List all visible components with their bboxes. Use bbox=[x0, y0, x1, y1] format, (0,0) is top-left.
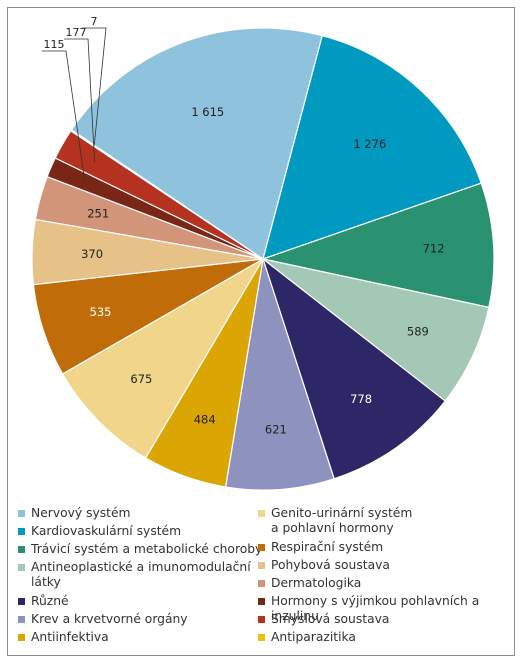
pie-value-label: 589 bbox=[407, 324, 429, 338]
legend-label: Genito-urinární systém a pohlavní hormon… bbox=[271, 506, 413, 535]
legend-swatch bbox=[18, 564, 25, 571]
legend-swatch bbox=[258, 580, 265, 587]
legend-label: Pohybová soustava bbox=[271, 558, 390, 572]
callout-line bbox=[42, 50, 86, 182]
legend-label: Dermatologika bbox=[271, 576, 362, 590]
legend-label: Antineoplastické a imunomodulační látky bbox=[31, 560, 251, 589]
pie-value-label: 370 bbox=[81, 247, 103, 261]
legend-label: Hormony s výjimkou pohlavních a inzulinu bbox=[271, 594, 480, 623]
legend-swatch bbox=[258, 598, 265, 605]
pie-value-labels: 1 615 1 276 712 589 778 621 484 675 535 370 251 bbox=[81, 105, 444, 437]
legend-swatch bbox=[18, 616, 25, 623]
legend-label: Nervový systém bbox=[31, 506, 131, 520]
pie-value-label: 1 615 bbox=[191, 105, 224, 119]
pie-slice bbox=[262, 258, 490, 402]
callout-line bbox=[82, 27, 107, 146]
pie-slice bbox=[260, 182, 495, 309]
pie-slice bbox=[262, 34, 482, 260]
legend-swatch bbox=[258, 510, 265, 517]
legend-label: Respirační systém bbox=[271, 540, 384, 554]
legend-swatch bbox=[18, 634, 25, 641]
legend-label: Kardiovaskulární systém bbox=[31, 524, 182, 538]
pie-value-label: 535 bbox=[90, 305, 112, 319]
legend-swatch bbox=[18, 598, 25, 605]
pie-value-label: 675 bbox=[130, 372, 152, 386]
pie-slice bbox=[261, 257, 447, 480]
pie-value-label: 177 bbox=[66, 26, 87, 39]
pie-slice bbox=[61, 257, 265, 459]
pie-value-label: 484 bbox=[194, 413, 216, 427]
pie-value-label: 712 bbox=[423, 242, 445, 256]
legend-swatch bbox=[258, 634, 265, 641]
pie-value-label: 251 bbox=[87, 207, 109, 221]
pie-slice bbox=[69, 128, 264, 260]
pie-slice bbox=[70, 27, 323, 260]
pie-value-label: 7 bbox=[91, 15, 98, 28]
legend-swatch bbox=[18, 528, 25, 535]
legend-label: Antiinfektiva bbox=[31, 630, 109, 644]
legend-label: Antiparazitika bbox=[271, 630, 356, 644]
legend-label: Krev a krvetvorné orgány bbox=[31, 612, 188, 626]
pie-chart: 1 615 1 276 712 589 778 621 484 675 535 370 251 11… bbox=[31, 15, 495, 491]
legend-label: Různé bbox=[31, 594, 69, 608]
pie-value-label: 115 bbox=[44, 38, 65, 51]
callout-line bbox=[64, 38, 95, 163]
legend-swatch bbox=[258, 616, 265, 623]
legend-label: Smyslová soustava bbox=[271, 612, 390, 626]
legend-swatch bbox=[258, 544, 265, 551]
pie-value-label: 621 bbox=[265, 423, 287, 437]
chart-frame: 1 615 1 276 712 589 778 621 484 675 535 370 251 11… bbox=[7, 7, 515, 656]
pie-slices bbox=[31, 27, 495, 491]
pie-slice bbox=[224, 258, 335, 491]
legend-swatch bbox=[18, 510, 25, 517]
legend-swatch bbox=[18, 546, 25, 553]
legend-label: Trávicí systém a metabolické choroby bbox=[31, 542, 263, 556]
pie-value-label: 1 276 bbox=[353, 137, 386, 151]
legend-swatch bbox=[258, 562, 265, 569]
pie-value-label: 778 bbox=[350, 392, 372, 406]
